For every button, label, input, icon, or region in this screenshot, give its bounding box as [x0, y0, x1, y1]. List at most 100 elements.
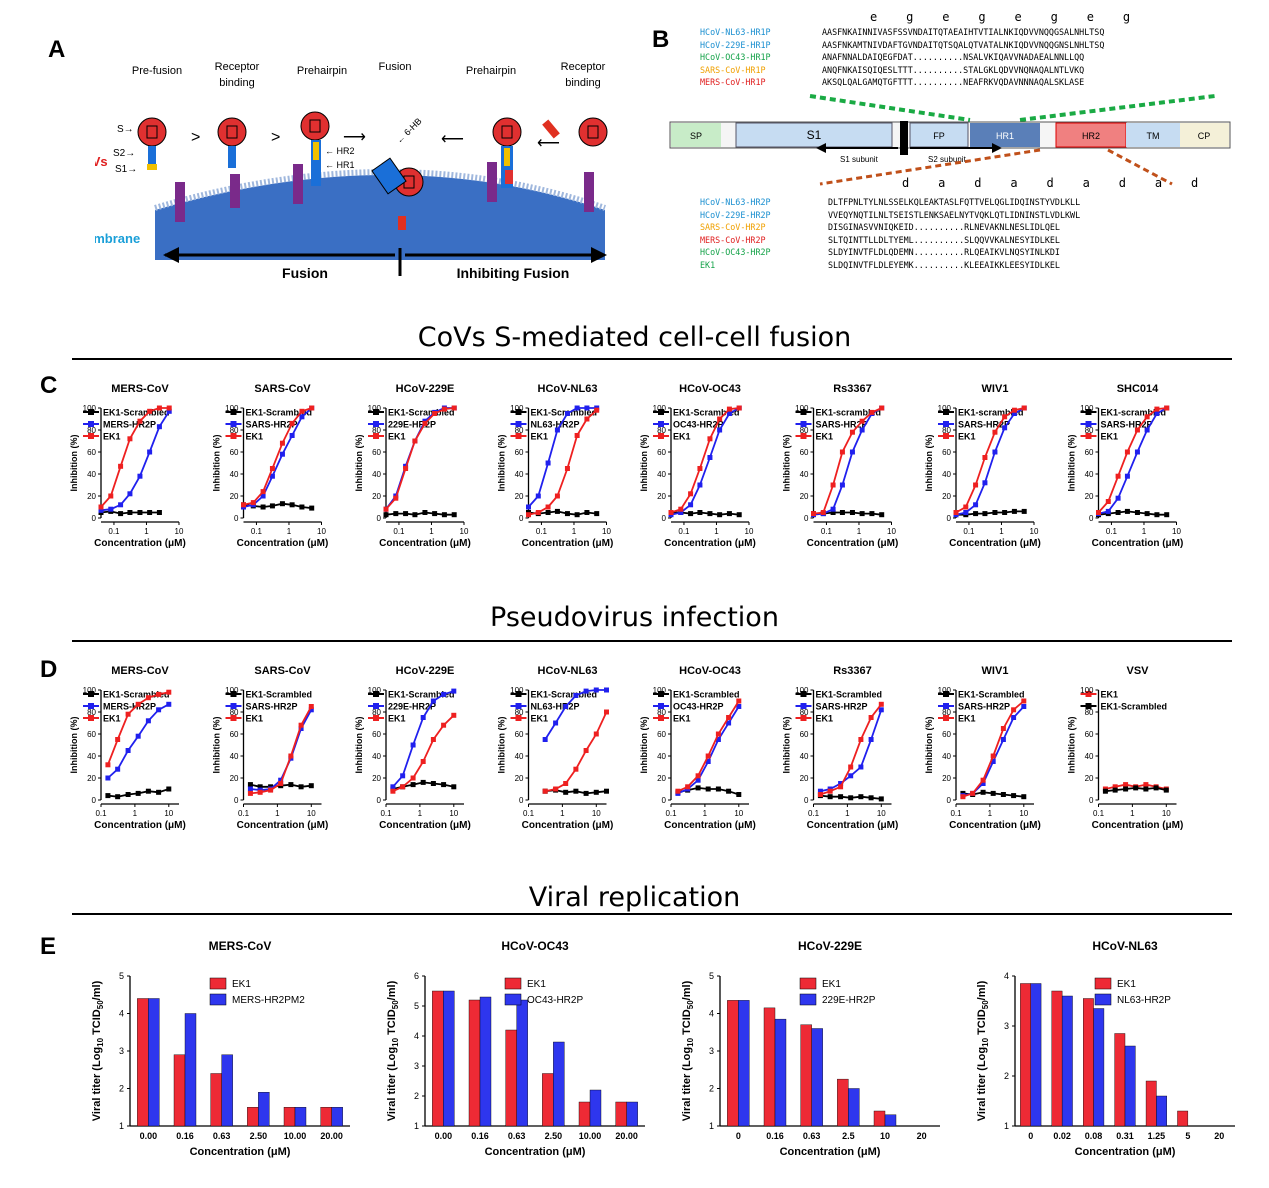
- data-point: [838, 784, 844, 790]
- y-tick-label: 40: [515, 470, 524, 479]
- legend-label: SARS-HR2P: [246, 702, 298, 712]
- y-tick-label: 60: [515, 448, 524, 457]
- y-tick-label: 20: [87, 492, 96, 501]
- data-point: [715, 786, 721, 792]
- data-point: [827, 788, 833, 794]
- y-axis-label: Viral titer (Log10 TCID50/ml): [91, 980, 105, 1121]
- data-point: [695, 777, 701, 783]
- data-point: [1011, 715, 1017, 720]
- data-point: [688, 511, 694, 517]
- x-tick-label: 10: [887, 527, 896, 536]
- x-tick-label: 10: [602, 527, 611, 536]
- data-point: [715, 737, 721, 742]
- bar: [626, 1101, 638, 1127]
- y-tick-label: 100: [225, 686, 239, 695]
- legend-label: EK1: [1101, 432, 1119, 442]
- x-tick-label: 0.1: [108, 527, 120, 536]
- data-point: [156, 691, 162, 697]
- y-axis-label: Inhibition (%): [497, 435, 507, 492]
- label-hr2: ← HR2: [325, 146, 355, 156]
- y-axis-label: Inhibition (%): [212, 717, 222, 774]
- x-tick-label: 10: [880, 1131, 890, 1141]
- data-point: [269, 466, 275, 471]
- legend-label: EK1-Scrambled: [246, 690, 313, 700]
- legend-marker: [658, 433, 664, 439]
- y-tick-label: 60: [372, 730, 381, 739]
- x-tick-label: 0.02: [1053, 1131, 1071, 1141]
- data-point: [830, 482, 836, 488]
- legend-marker: [515, 421, 522, 427]
- bar: [542, 1073, 554, 1127]
- bar: [294, 1107, 307, 1127]
- data-point: [726, 406, 732, 412]
- legend-marker: [800, 715, 807, 721]
- y-tick-label: 80: [942, 708, 951, 717]
- receptor-1: [175, 182, 185, 222]
- data-point: [1000, 737, 1006, 742]
- y-tick-label: 80: [230, 708, 239, 717]
- domain-sp: [671, 123, 721, 147]
- data-point: [726, 411, 732, 416]
- stage-label-receptor-binding-1: Receptor: [215, 61, 260, 73]
- x-tick-label: 10: [734, 809, 743, 818]
- legend-marker: [373, 703, 379, 709]
- data-point: [451, 712, 457, 718]
- y-tick-label: 100: [510, 686, 524, 695]
- x-tick-label: 10: [460, 527, 469, 536]
- s-protein-domain-map: SP S1 FP HR1 HR2 TM CP S1 subunit S2 sub…: [669, 94, 1231, 186]
- data-point: [166, 405, 172, 411]
- legend-label: 229E-HR2P: [388, 702, 436, 712]
- legend-label: NL63-HR2P: [531, 702, 580, 712]
- section-title-d: Pseudovirus infection: [490, 602, 779, 633]
- y-tick-label: 0: [234, 514, 239, 523]
- x-axis-label: Concentration (μM): [807, 820, 899, 831]
- legend-label: EK1-scrambled: [958, 408, 1024, 418]
- data-point: [849, 510, 855, 515]
- chart-title: WIV1: [982, 383, 1009, 395]
- data-point: [992, 510, 998, 515]
- x-tick-label: 1: [988, 809, 993, 818]
- data-point: [441, 691, 447, 697]
- y-tick-label: 100: [368, 686, 382, 695]
- bar: [468, 999, 481, 1127]
- y-tick-label: 20: [800, 492, 809, 501]
- svg-text:TM: TM: [1147, 131, 1160, 141]
- y-tick-label: 100: [653, 404, 667, 413]
- data-point: [1000, 792, 1006, 797]
- legend-swatch: [799, 993, 817, 1006]
- data-point: [241, 502, 246, 508]
- y-axis-label: Inhibition (%): [639, 435, 649, 492]
- data-point: [960, 794, 966, 800]
- seq-row: SLDYINVTFLDLQDEMN..........RLQEAIKVLNQSY…: [828, 247, 1060, 257]
- x-tick-label: 1: [429, 527, 434, 536]
- legend-marker: [230, 421, 237, 427]
- y-tick-label: 60: [1085, 730, 1094, 739]
- data-point: [878, 796, 884, 802]
- data-point: [736, 698, 742, 704]
- seq-name: SARS-CoV-HR2P: [700, 222, 766, 232]
- data-point: [400, 784, 406, 790]
- chart-title: HCoV-NL63: [538, 665, 598, 677]
- y-tick-label: 2: [119, 1084, 124, 1094]
- data-point: [1021, 508, 1027, 514]
- data-point: [830, 510, 836, 515]
- seq-row: AASFNKAINNIVASFSSVNDAITQTAEAIHTVTIALNKIQ…: [822, 27, 1105, 37]
- data-point: [678, 506, 684, 512]
- label-6hb: ← 6-HB: [394, 116, 424, 146]
- data-point: [839, 449, 845, 455]
- data-point: [542, 737, 548, 742]
- data-point: [1011, 793, 1017, 799]
- data-point: [858, 737, 864, 742]
- y-tick-label: 20: [942, 774, 951, 783]
- legend-marker: [658, 703, 664, 709]
- data-point: [1021, 704, 1027, 709]
- chart-title: HCoV-NL63: [1092, 939, 1158, 953]
- y-tick-label: 100: [938, 404, 952, 413]
- data-point: [878, 707, 884, 713]
- x-axis-label: Concentration (μM): [949, 538, 1041, 549]
- data-point: [105, 775, 111, 781]
- data-point: [1164, 512, 1170, 518]
- x-tick-label: 0.63: [803, 1131, 821, 1141]
- x-tick-label: 10: [1019, 809, 1028, 818]
- panel-b-letter: B: [652, 26, 670, 53]
